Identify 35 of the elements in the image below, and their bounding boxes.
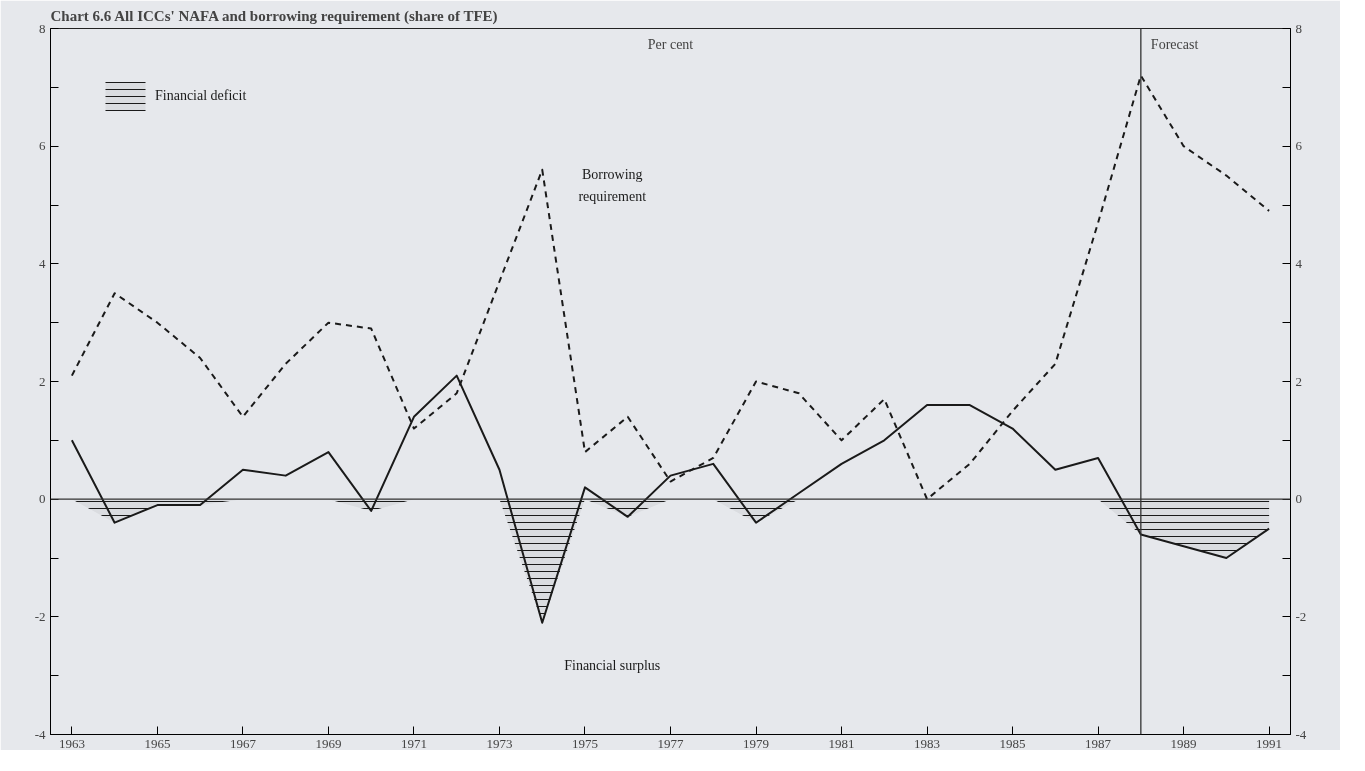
- y2-tick-label: 0: [1295, 491, 1302, 507]
- y-tick-label: -4: [34, 726, 46, 742]
- y-tick-label: 4: [39, 255, 46, 271]
- x-tick-label: 1971: [400, 735, 427, 751]
- x-tick-label: 1987: [1085, 735, 1112, 751]
- x-tick-label: 1977: [657, 735, 684, 751]
- y2-tick-label: 6: [1295, 138, 1303, 154]
- y-tick-label: 0: [39, 491, 46, 507]
- y-tick-label: 6: [39, 138, 46, 154]
- chart-title: Chart 6.6 All ICCs' NAFA and borrowing requirement (share of TFE): [50, 7, 498, 25]
- x-tick-label: 1989: [1170, 735, 1197, 751]
- ref-line-label: Forecast: [1150, 36, 1199, 52]
- y-tick-label: 8: [39, 20, 46, 36]
- x-tick-label: 1985: [999, 735, 1026, 751]
- legend-label: Financial deficit: [155, 88, 247, 104]
- x-tick-label: 1981: [828, 735, 855, 751]
- x-tick-label: 1963: [58, 735, 85, 751]
- x-tick-label: 1983: [914, 735, 941, 751]
- y2-tick-label: 4: [1295, 255, 1303, 271]
- x-tick-label: 1991: [1256, 735, 1283, 751]
- x-tick-label: 1975: [571, 735, 598, 751]
- x-tick-label: 1979: [743, 735, 770, 751]
- y-axis-title: Per cent: [647, 36, 694, 52]
- text: Financial surplus: [564, 657, 661, 673]
- text: Borrowing requirement: [578, 166, 647, 204]
- x-tick-label: 1969: [315, 735, 342, 751]
- y-tick-label: 2: [39, 373, 46, 389]
- y2-tick-label: -4: [1295, 726, 1307, 742]
- x-tick-label: 1965: [144, 735, 171, 751]
- y-tick-label: -2: [34, 608, 46, 624]
- x-tick-label: 1973: [486, 735, 513, 751]
- y2-tick-label: 2: [1295, 373, 1302, 389]
- y2-tick-label: -2: [1295, 608, 1307, 624]
- x-tick-label: 1967: [229, 735, 257, 751]
- y2-tick-label: 8: [1295, 20, 1302, 36]
